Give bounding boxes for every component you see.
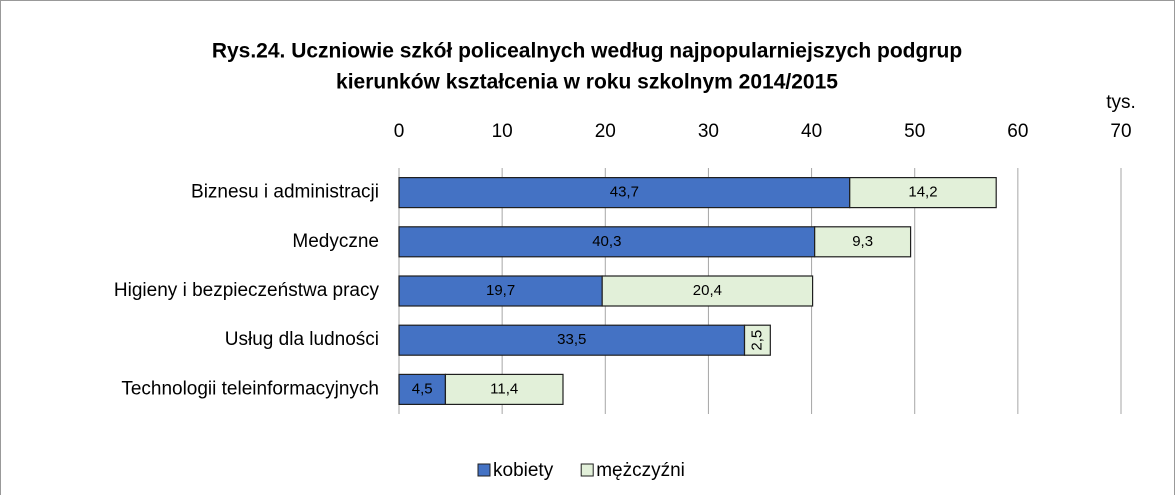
bar-segment [398,177,851,209]
data-label: 40,3 [592,233,621,250]
bar-segment [398,373,447,405]
x-tick-label: 50 [904,121,925,142]
x-axis-label: tys. [1106,92,1136,113]
legend-label: mężczyźni [596,460,685,481]
bar-segment [601,275,814,307]
y-tick-label: Medyczne [292,231,379,252]
data-label: 19,7 [486,282,515,299]
x-tick-label: 10 [492,121,513,142]
chart-title: kierunków kształcenia w roku szkolnym 20… [336,71,838,94]
data-label: 14,2 [908,184,937,201]
x-tick-label: 0 [394,121,405,142]
data-label: 9,3 [852,233,873,250]
data-label: 43,7 [610,184,639,201]
y-tick-label: Usług dla ludności [225,329,379,350]
data-label: 33,5 [557,331,586,348]
x-tick-label: 60 [1007,121,1028,142]
bar-segment [444,373,564,405]
data-label: 11,4 [490,380,518,397]
bar-segment [398,275,603,307]
legend-swatch [580,463,594,477]
y-tick-label: Biznesu i administracji [191,182,379,203]
chart-title: Rys.24. Uczniowie szkół policealnych wed… [212,40,962,63]
bar-segment [398,226,816,258]
x-tick-label: 20 [595,121,616,142]
x-tick-label: 70 [1110,121,1131,142]
data-label: 4,5 [412,380,433,397]
legend-swatch [477,463,491,477]
bar-segment [814,226,912,258]
x-tick-label: 40 [801,121,822,142]
x-tick-label: 30 [698,121,719,142]
bar-segment [743,324,771,356]
bar-segment [398,324,746,356]
legend-label: kobiety [493,460,554,481]
y-tick-label: Technologii teleinformacyjnych [121,378,379,399]
bar-segment [849,177,997,209]
data-label: 2,5 [748,330,765,351]
y-tick-label: Higieny i bezpieczeństwa pracy [114,280,380,301]
data-label: 20,4 [693,282,722,299]
